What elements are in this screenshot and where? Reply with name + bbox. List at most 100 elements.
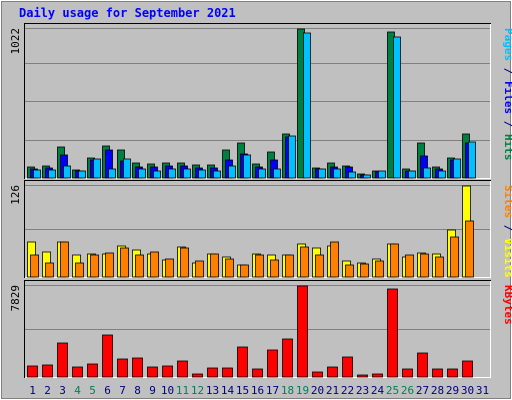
x-tick-label-day-18: 18 — [281, 384, 294, 397]
bar-kbytes-day-1 — [27, 365, 38, 378]
bar-kbytes-day-7 — [117, 358, 128, 378]
x-tick-label-day-14: 14 — [221, 384, 235, 397]
bar-kbytes-day-29 — [447, 368, 458, 378]
bar-pages-day-8 — [138, 168, 146, 179]
bar-pages-day-4 — [78, 170, 86, 179]
bar-kbytes-day-6 — [102, 334, 113, 378]
bar-sites-day-23 — [360, 263, 369, 278]
x-tick-label-day-16: 16 — [251, 384, 264, 397]
bar-sites-day-1 — [30, 254, 39, 278]
x-tick-label-day-30: 30 — [461, 384, 474, 397]
legend-hits-text: Hits — [502, 134, 512, 161]
bar-kbytes-day-12 — [192, 373, 203, 378]
bar-pages-day-28 — [438, 170, 446, 179]
x-tick-label-day-6: 6 — [104, 384, 111, 397]
bar-kbytes-day-20 — [312, 371, 323, 378]
bar-sites-day-5 — [90, 254, 99, 278]
bar-kbytes-day-21 — [327, 366, 338, 378]
bar-pages-day-16 — [258, 168, 266, 179]
legend-separator: / — [502, 61, 512, 81]
bar-kbytes-day-25 — [387, 288, 398, 378]
chart-panel-1: 1022 Pages / Files / Hits — [9, 23, 512, 179]
x-tick-label-day-19: 19 — [296, 384, 309, 397]
bar-sites-day-7 — [120, 247, 129, 278]
bar-kbytes-day-23 — [357, 374, 368, 378]
bar-pages-day-10 — [168, 168, 176, 179]
bar-pages-day-21 — [333, 168, 341, 179]
bar-sites-day-13 — [210, 253, 219, 278]
bar-kbytes-day-5 — [87, 363, 98, 378]
legend-visits-text: Visits — [502, 238, 512, 278]
bar-pages-day-22 — [348, 171, 356, 179]
legend-separator: / — [502, 114, 512, 134]
bar-sites-day-4 — [75, 262, 84, 278]
bar-pages-day-27 — [423, 167, 431, 179]
bar-sites-day-2 — [45, 262, 54, 278]
y-axis-max-label: 1022 — [9, 28, 22, 55]
bar-pages-day-19 — [303, 32, 311, 179]
bar-kbytes-day-8 — [132, 357, 143, 378]
x-tick-label-day-5: 5 — [89, 384, 96, 397]
bar-pages-day-6 — [108, 168, 116, 179]
bar-kbytes-day-10 — [162, 365, 173, 378]
bar-pages-day-11 — [183, 168, 191, 179]
bar-kbytes-day-24 — [372, 373, 383, 378]
x-tick-label-day-7: 7 — [119, 384, 126, 397]
x-tick-label-day-17: 17 — [266, 384, 279, 397]
bar-pages-day-26 — [408, 170, 416, 179]
bar-kbytes-day-26 — [402, 368, 413, 378]
x-tick-label-day-25: 25 — [386, 384, 399, 397]
panel-legend-label: KBytes — [502, 285, 512, 325]
bar-sites-day-26 — [405, 254, 414, 278]
bar-pages-day-24 — [378, 170, 386, 179]
bar-pages-day-29 — [453, 158, 461, 179]
legend-sites-text: Sites — [502, 185, 512, 218]
x-tick-label-day-12: 12 — [191, 384, 204, 397]
bar-sites-day-12 — [195, 260, 204, 278]
bar-kbytes-day-3 — [57, 342, 68, 378]
x-tick-label-day-8: 8 — [134, 384, 141, 397]
bar-sites-day-16 — [255, 254, 264, 278]
x-tick-label-day-28: 28 — [431, 384, 444, 397]
bar-kbytes-day-28 — [432, 368, 443, 378]
x-tick-label-day-1: 1 — [29, 384, 36, 397]
bar-sites-day-14 — [225, 258, 234, 278]
bar-pages-day-15 — [243, 154, 251, 179]
bar-pages-day-14 — [228, 165, 236, 179]
bar-sites-day-10 — [165, 258, 174, 278]
bar-sites-day-6 — [105, 252, 114, 278]
bar-sites-day-29 — [450, 236, 459, 278]
bar-sites-day-25 — [390, 243, 399, 278]
bar-kbytes-day-11 — [177, 360, 188, 378]
bar-pages-day-2 — [48, 169, 56, 179]
x-tick-label-day-22: 22 — [341, 384, 354, 397]
x-tick-label-day-9: 9 — [149, 384, 156, 397]
bar-kbytes-day-27 — [417, 352, 428, 378]
bar-sites-day-3 — [60, 241, 69, 278]
bar-pages-day-7 — [123, 158, 131, 179]
bar-sites-day-9 — [150, 251, 159, 278]
bar-kbytes-day-15 — [237, 346, 248, 378]
chart-panel-2: 126 Sites / Visits — [9, 180, 512, 278]
x-tick-label-day-4: 4 — [74, 384, 81, 397]
x-tick-label-day-3: 3 — [59, 384, 66, 397]
bar-pages-day-12 — [198, 169, 206, 179]
bar-pages-day-5 — [93, 158, 101, 179]
bar-sites-day-11 — [180, 247, 189, 278]
bar-sites-day-15 — [240, 264, 249, 278]
bar-kbytes-day-2 — [42, 364, 53, 378]
bar-pages-day-9 — [153, 170, 161, 179]
chart-panel-3: 7829 KBytes — [9, 280, 512, 378]
x-tick-label-day-23: 23 — [356, 384, 369, 397]
legend-pages-text: Pages — [502, 28, 512, 61]
x-tick-label-day-31: 31 — [476, 384, 489, 397]
y-axis-max-label: 126 — [9, 185, 22, 205]
legend-files-text: Files — [502, 81, 512, 114]
bar-sites-day-20 — [315, 254, 324, 278]
chart-title: Daily usage for September 2021 — [19, 6, 236, 20]
bar-kbytes-day-13 — [207, 367, 218, 378]
x-tick-label-day-24: 24 — [371, 384, 385, 397]
bar-kbytes-day-19 — [297, 285, 308, 378]
